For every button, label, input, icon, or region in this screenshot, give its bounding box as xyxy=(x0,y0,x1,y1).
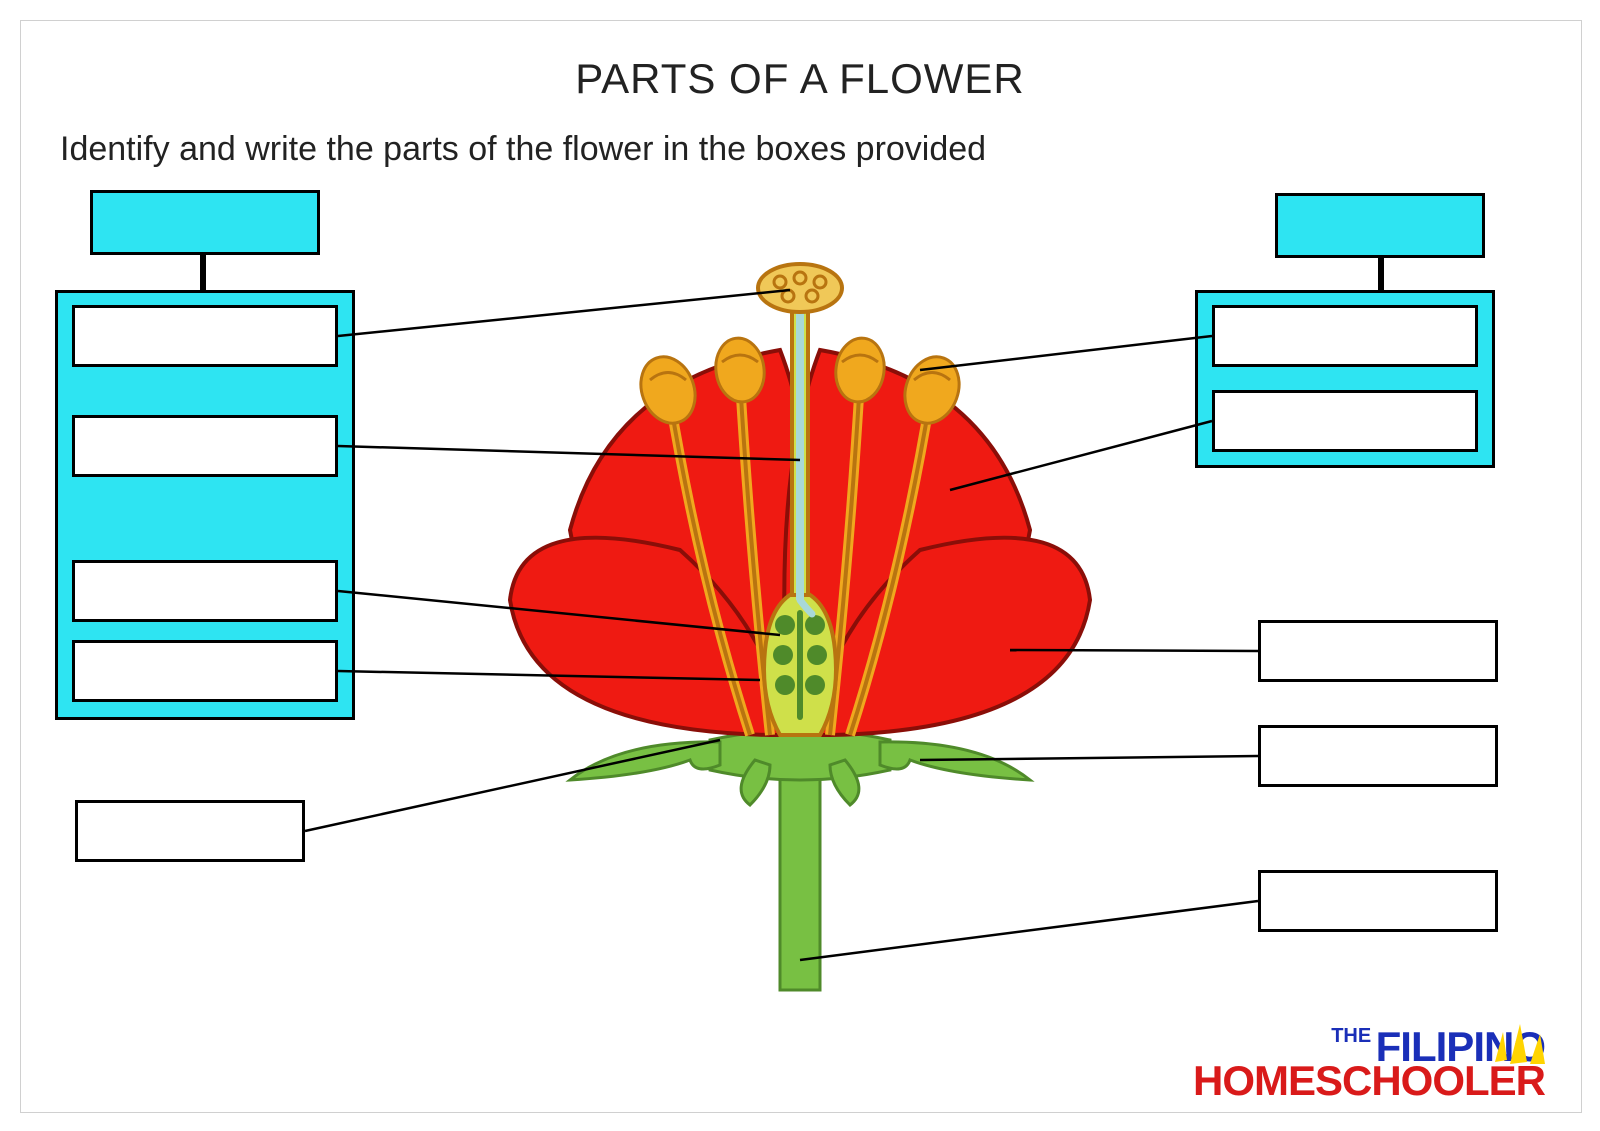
label-box-left-5 xyxy=(75,800,305,862)
label-box-left-3 xyxy=(72,560,338,622)
label-box-right-5 xyxy=(1258,870,1498,932)
label-box-left-header xyxy=(90,190,320,255)
header-connector-left xyxy=(200,255,206,290)
label-box-left-2 xyxy=(72,415,338,477)
label-box-right-4 xyxy=(1258,725,1498,787)
brand-logo: THE FILIPINO HOMESCHOOLER xyxy=(1193,1027,1545,1101)
header-connector-right xyxy=(1378,258,1384,290)
label-box-right-1 xyxy=(1212,305,1478,367)
worksheet-title: PARTS OF A FLOWER xyxy=(0,55,1600,103)
logo-the: THE xyxy=(1331,1025,1371,1047)
sun-icon xyxy=(1485,1022,1555,1072)
flower-diagram-icon xyxy=(450,230,1150,1010)
label-box-left-1 xyxy=(72,305,338,367)
label-box-right-header xyxy=(1275,193,1485,258)
label-box-left-4 xyxy=(72,640,338,702)
label-box-right-2 xyxy=(1212,390,1478,452)
worksheet-instruction: Identify and write the parts of the flow… xyxy=(60,130,986,169)
label-box-right-3 xyxy=(1258,620,1498,682)
